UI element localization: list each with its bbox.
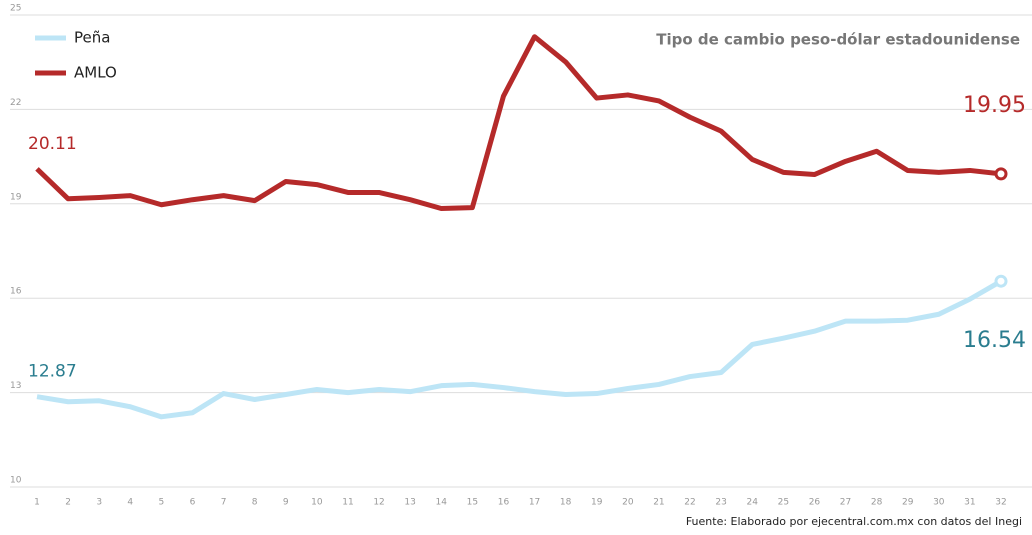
x-tick-label: 10 xyxy=(311,498,323,508)
x-tick-label: 22 xyxy=(684,498,695,508)
x-tick-label: 30 xyxy=(933,498,945,508)
x-tick-label: 3 xyxy=(96,498,102,508)
chart-title: Tipo de cambio peso-dólar estadounidense xyxy=(656,31,1020,49)
x-tick-label: 26 xyxy=(809,498,821,508)
x-tick-label: 17 xyxy=(529,498,540,508)
x-tick-label: 12 xyxy=(373,498,384,508)
y-tick-label: 16 xyxy=(10,287,22,297)
y-tick-label: 19 xyxy=(10,192,22,202)
data-label: 19.95 xyxy=(963,93,1026,118)
x-tick-label: 2 xyxy=(65,498,71,508)
x-tick-label: 29 xyxy=(902,498,914,508)
x-tick-label: 16 xyxy=(498,498,510,508)
y-tick-label: 22 xyxy=(10,98,21,108)
x-tick-label: 27 xyxy=(840,498,851,508)
x-tick-label: 8 xyxy=(252,498,258,508)
x-tick-label: 25 xyxy=(778,498,789,508)
source: Fuente: Elaborado por ejecentral.com.mx … xyxy=(686,515,1022,528)
series-line xyxy=(35,34,1002,212)
x-tick-label: 20 xyxy=(622,498,634,508)
x-tick-label: 14 xyxy=(436,498,448,508)
x-tick-label: 9 xyxy=(283,498,289,508)
end-marker xyxy=(994,274,1008,288)
data-label: 12.87 xyxy=(28,362,77,382)
x-tick-label: 23 xyxy=(715,498,726,508)
series-line xyxy=(36,279,1003,420)
x-tick-label: 1 xyxy=(34,498,40,508)
x-tick-label: 19 xyxy=(591,498,603,508)
x-tick-label: 11 xyxy=(342,498,353,508)
x-tick-label: 32 xyxy=(995,498,1006,508)
legend-label: Peña xyxy=(74,29,110,47)
end-marker xyxy=(994,167,1008,181)
data-label: 16.54 xyxy=(963,328,1026,353)
y-tick-label: 13 xyxy=(10,381,21,391)
x-tick-label: 13 xyxy=(404,498,415,508)
x-tick-label: 7 xyxy=(221,498,227,508)
y-tick-label: 25 xyxy=(10,4,21,14)
x-tick-label: 5 xyxy=(159,498,165,508)
data-label: 20.11 xyxy=(28,134,77,154)
legend-label: AMLO xyxy=(74,64,117,82)
x-tick-label: 15 xyxy=(467,498,478,508)
x-tick-label: 31 xyxy=(964,498,975,508)
y-tick-label: 10 xyxy=(10,476,22,486)
x-tick-label: 21 xyxy=(653,498,664,508)
x-tick-label: 4 xyxy=(127,498,133,508)
x-tick-label: 28 xyxy=(871,498,883,508)
x-tick-label: 24 xyxy=(746,498,758,508)
x-tick-label: 18 xyxy=(560,498,572,508)
x-tick-label: 6 xyxy=(190,498,196,508)
